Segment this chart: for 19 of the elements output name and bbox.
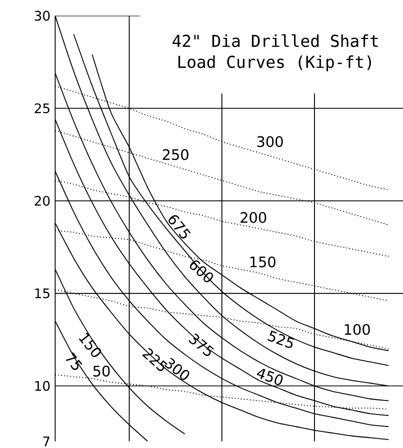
text: 600 [190, 260, 214, 282]
text: 450 [256, 368, 283, 386]
y-tick-label: 15 [35, 288, 50, 298]
series-label: 200 [240, 212, 266, 223]
series-label: 100 [344, 324, 370, 335]
text: Load Curves (Kip-ft) [178, 55, 372, 72]
text: 375 [188, 333, 214, 356]
y-tick-label: 10 [35, 380, 50, 391]
text: 525 [268, 330, 294, 348]
y-tick-label: 7 [43, 436, 50, 446]
text: 42" Dia Drilled Shaft [172, 34, 378, 48]
y-tick-label: 30 [34, 10, 50, 21]
series-label: 250 [162, 149, 188, 160]
series-label: 50 [93, 366, 110, 377]
series-label: 150 [250, 256, 276, 268]
series-label: 300 [257, 136, 283, 148]
y-tick-label: 25 [34, 103, 50, 114]
y-tick-label: 20 [34, 196, 50, 206]
text: 675 [168, 215, 191, 239]
